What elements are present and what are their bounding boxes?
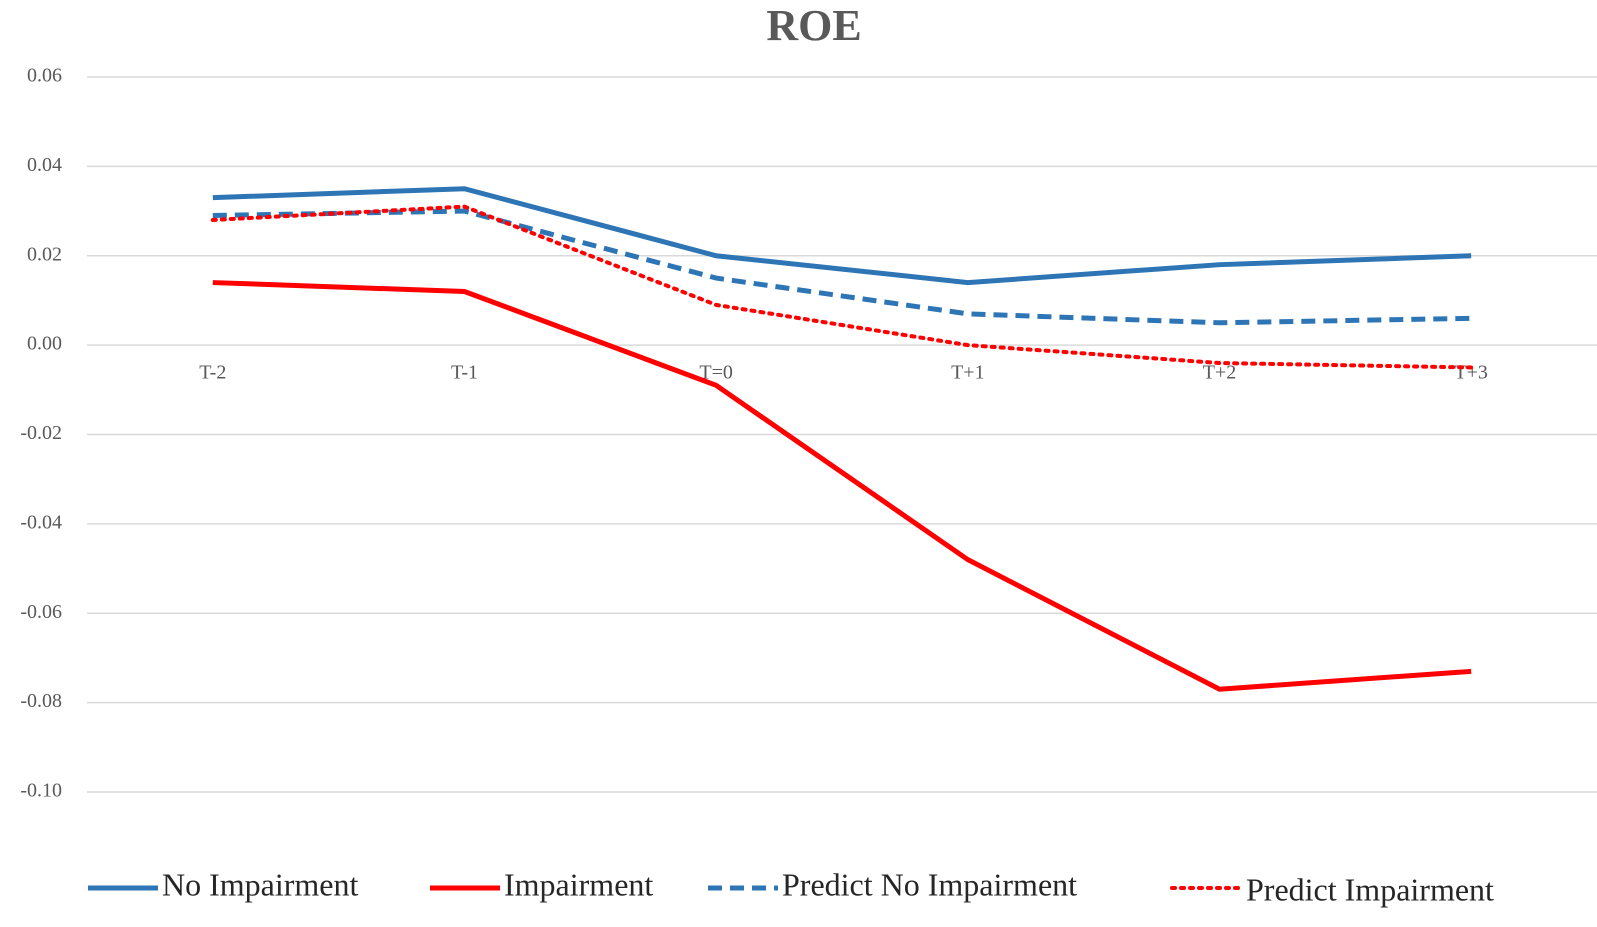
- x-tick-label: T=0: [699, 362, 733, 384]
- y-tick-label: 0.06: [27, 65, 62, 87]
- x-tick-label: T+2: [1203, 362, 1237, 384]
- series-line: [212, 186, 1472, 286]
- x-tick-label: T+1: [951, 362, 985, 384]
- legend-label: Predict No Impairment: [782, 866, 1077, 902]
- x-tick-label: T-2: [199, 362, 226, 384]
- y-tick-label: -0.04: [20, 511, 62, 533]
- legend-label: Predict Impairment: [1246, 871, 1494, 907]
- x-tick-label: T-1: [451, 362, 478, 384]
- chart-title: ROE: [766, 1, 861, 50]
- y-tick-label: 0.02: [27, 243, 62, 265]
- series-line: [210, 204, 1474, 370]
- y-tick-label: -0.02: [20, 422, 62, 444]
- x-tick-label: T+3: [1454, 362, 1488, 384]
- y-tick-label: -0.10: [20, 780, 62, 802]
- series-line: [212, 280, 1472, 692]
- legend-label: Impairment: [504, 866, 653, 902]
- series-line: [212, 208, 1472, 326]
- y-tick-label: 0.04: [27, 154, 62, 176]
- y-tick-label: -0.08: [20, 690, 62, 712]
- legend-label: No Impairment: [162, 866, 359, 902]
- y-tick-label: 0.00: [27, 333, 62, 355]
- y-tick-label: -0.06: [20, 601, 62, 623]
